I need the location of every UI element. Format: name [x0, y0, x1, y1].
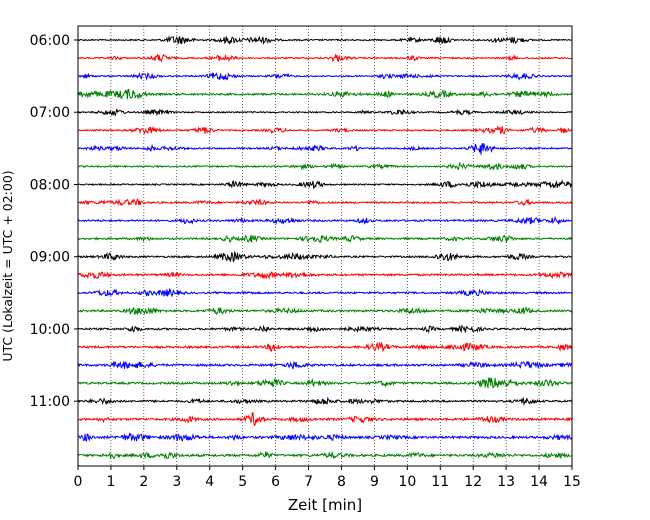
- y-tick-label: 10:00: [30, 322, 70, 338]
- x-tick-label: 2: [139, 474, 148, 490]
- trace-1015: [77, 341, 573, 352]
- trace-0745: [77, 161, 573, 171]
- y-tick-label: 11:00: [30, 394, 70, 410]
- trace-0645: [77, 88, 573, 100]
- y-tick-label: 09:00: [30, 250, 70, 266]
- x-tick-label: 5: [238, 474, 247, 490]
- x-tick-label: 10: [398, 474, 416, 490]
- x-tick-label: 7: [304, 474, 313, 490]
- trace-0915: [77, 271, 573, 280]
- y-axis-label: UTC (Lokalzeit = UTC + 02:00): [0, 170, 15, 361]
- trace-1045: [77, 377, 573, 390]
- x-axis-ticks: 0 1 2 3 4 5 6 7 8 9 10 11 12 13 14 15: [74, 466, 581, 490]
- trace-0830: [77, 215, 573, 226]
- trace-0630: [77, 71, 573, 81]
- trace-0900: [77, 250, 573, 263]
- x-tick-label: 8: [337, 474, 346, 490]
- y-tick-label: 06:00: [30, 33, 70, 49]
- trace-1145: [77, 450, 573, 460]
- trace-0700: [77, 108, 573, 117]
- trace-1115: [77, 412, 573, 427]
- x-tick-label: 13: [497, 474, 515, 490]
- trace-1130: [77, 432, 573, 443]
- x-tick-label: 0: [74, 474, 83, 490]
- plot-frame: [77, 25, 573, 467]
- trace-0945: [77, 306, 573, 316]
- y-axis-ticks: 06:00 07:00 08:00 09:00 10:00 11:00: [30, 33, 78, 410]
- trace-0715: [77, 124, 573, 135]
- x-tick-label: 3: [172, 474, 181, 490]
- x-tick-label: 15: [563, 474, 581, 490]
- trace-0600: [77, 35, 573, 46]
- x-tick-label: 11: [431, 474, 449, 490]
- y-tick-label: 08:00: [30, 177, 70, 193]
- x-tick-label: 1: [106, 474, 115, 490]
- x-tick-label: 12: [464, 474, 482, 490]
- grid-lines: [110, 26, 540, 466]
- x-tick-label: 6: [271, 474, 280, 490]
- x-axis-label: Zeit [min]: [288, 496, 362, 514]
- trace-0845: [77, 234, 573, 244]
- trace-0730: [77, 143, 573, 155]
- x-tick-label: 9: [370, 474, 379, 490]
- x-tick-label: 4: [205, 474, 214, 490]
- trace-0615: [77, 53, 573, 63]
- trace-1030: [77, 360, 573, 370]
- trace-0800: [77, 179, 573, 190]
- y-tick-label: 07:00: [30, 105, 70, 121]
- x-tick-label: 14: [530, 474, 548, 490]
- trace-group: [77, 35, 573, 460]
- trace-1100: [77, 396, 573, 406]
- trace-0930: [77, 287, 573, 298]
- trace-1000: [77, 324, 573, 334]
- trace-0815: [77, 198, 573, 207]
